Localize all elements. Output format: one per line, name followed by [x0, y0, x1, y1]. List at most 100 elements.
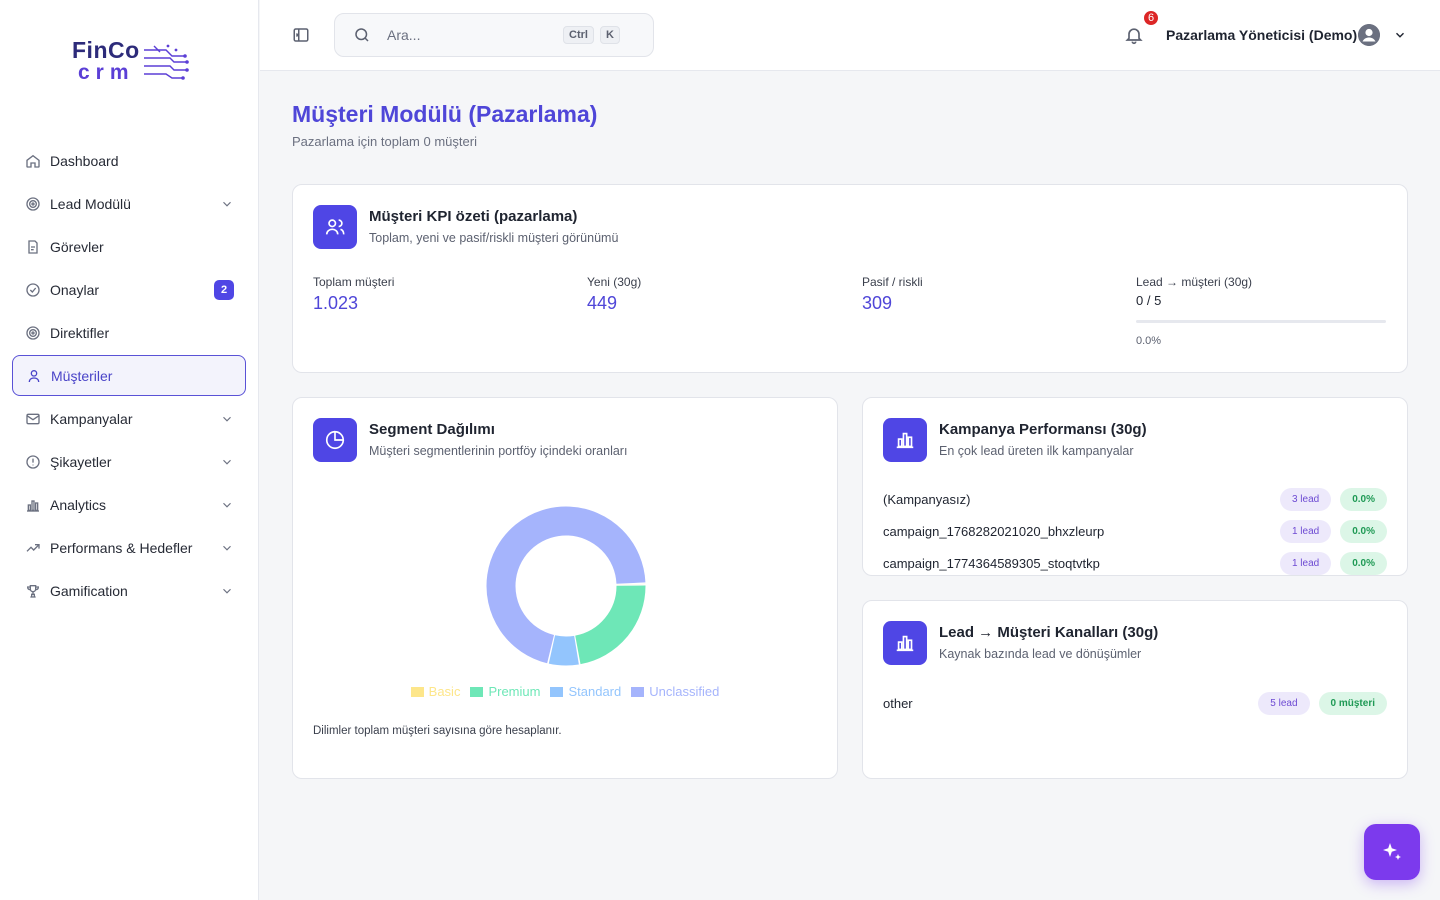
campaign-row[interactable]: campaign_1774364589305_stoqtvtkp 1 lead … — [883, 551, 1387, 575]
sidebar-item-label: Şikayetler — [50, 453, 112, 470]
legend-swatch — [550, 686, 564, 697]
legend-label: Basic — [428, 684, 461, 699]
bar-chart-icon — [883, 418, 927, 462]
sidebar-item-label: Kampanyalar — [50, 410, 133, 427]
ai-assistant-button[interactable] — [1364, 824, 1420, 880]
campaign-name: campaign_1774364589305_stoqtvtkp — [883, 555, 1100, 571]
target-icon — [24, 324, 42, 342]
card-subtitle: Toplam, yeni ve pasif/riskli müşteri gör… — [369, 231, 619, 245]
approvals-count-badge: 2 — [214, 279, 234, 300]
sidebar-item-tasks[interactable]: Görevler — [12, 226, 246, 267]
kpi-value: 449 — [587, 293, 618, 313]
conversion-rate-badge: 0.0% — [1340, 487, 1387, 511]
segment-donut-chart — [486, 506, 646, 666]
page-title: Müşteri Modülü (Pazarlama) — [292, 101, 598, 127]
legend-item-standard[interactable]: Standard — [550, 684, 621, 699]
sidebar-item-campaigns[interactable]: Kampanyalar — [12, 398, 246, 439]
users-icon — [313, 205, 357, 249]
user-icon — [25, 367, 43, 385]
sidebar-item-label: Onaylar — [50, 281, 100, 298]
kpi-summary-card: Müşteri KPI özeti (pazarlama) Toplam, ye… — [292, 184, 1408, 373]
clipboard-icon — [24, 238, 42, 256]
finco-logo[interactable]: FinCo crm — [70, 38, 190, 88]
legend-label: Standard — [568, 684, 622, 699]
notification-count-badge: 6 — [1142, 9, 1160, 27]
lead-channels-card: Lead → Müşteri Kanalları (30g) Kaynak ba… — [862, 600, 1408, 779]
donut-slice-standard[interactable] — [548, 635, 579, 666]
kpi-label: Toplam müşteri — [313, 275, 395, 289]
lead-count-badge: 5 lead — [1258, 691, 1310, 715]
donut-slice-unclassified[interactable] — [486, 506, 646, 664]
lead-count-badge: 3 lead — [1279, 487, 1332, 511]
kpi-label: Pasif / riskli — [862, 275, 923, 289]
campaign-performance-card: Kampanya Performansı (30g) En çok lead ü… — [862, 397, 1408, 576]
shortcut-key-ctrl: Ctrl — [563, 26, 594, 44]
avatar[interactable] — [1358, 24, 1380, 46]
channel-name: other — [883, 695, 913, 711]
page-subtitle: Pazarlama için toplam 0 müşteri — [292, 134, 477, 149]
chevron-down-icon — [223, 201, 231, 207]
user-name[interactable]: Pazarlama Yöneticisi (Demo) — [1166, 27, 1358, 43]
card-title: Müşteri KPI özeti (pazarlama) — [369, 208, 578, 225]
card-subtitle: En çok lead üreten ilk kampanyalar — [939, 444, 1134, 458]
logo-subtext: crm — [78, 61, 135, 84]
sidebar-item-analytics[interactable]: Analytics — [12, 484, 246, 525]
sparkles-icon — [1383, 843, 1401, 860]
shortcut-key-k: K — [599, 26, 620, 44]
legend-item-basic[interactable]: Basic — [410, 684, 461, 699]
sidebar-item-gamification[interactable]: Gamification — [12, 570, 246, 611]
donut-slice-premium[interactable] — [574, 585, 646, 665]
logo-text: FinCo — [72, 37, 140, 63]
bell-icon[interactable] — [1124, 24, 1144, 46]
sidebar-item-dashboard[interactable]: Dashboard — [12, 140, 246, 181]
legend-label: Premium — [488, 684, 541, 699]
sidebar-item-directives[interactable]: Direktifler — [12, 312, 246, 353]
chevron-down-icon[interactable] — [1393, 28, 1407, 42]
sidebar-item-lead-module[interactable]: Lead Modülü — [12, 183, 246, 224]
lead-count-badge: 1 lead — [1279, 519, 1332, 543]
sidebar-item-customers[interactable]: Müşteriler — [12, 355, 246, 396]
search-box[interactable]: Ctrl K — [334, 13, 654, 57]
legend-label: Unclassified — [649, 684, 720, 699]
sidebar-item-label: Performans & Hedefler — [50, 539, 193, 556]
mail-icon — [24, 410, 42, 428]
lead-count-badge: 1 lead — [1279, 551, 1332, 575]
chevron-down-icon — [223, 502, 231, 508]
sidebar-item-label: Müşteriler — [51, 367, 113, 384]
kpi-new: Yeni (30g) 449 — [587, 275, 641, 314]
segment-distribution-card: Segment Dağılımı Müşteri segmentlerinin … — [292, 397, 838, 779]
chevron-down-icon — [223, 588, 231, 594]
kpi-value: 0 / 5 — [1136, 293, 1162, 308]
campaign-row[interactable]: campaign_1768282021020_bhxzleurp 1 lead … — [883, 519, 1387, 543]
alert-circle-icon — [24, 453, 42, 471]
home-icon — [24, 152, 42, 170]
sidebar-item-complaints[interactable]: Şikayetler — [12, 441, 246, 482]
sidebar-toggle-icon[interactable] — [292, 26, 310, 44]
legend-swatch — [470, 686, 484, 697]
topbar: Ctrl K 6 Pazarlama Yöneticisi (Demo) — [260, 0, 1440, 71]
conversion-rate-badge: 0.0% — [1340, 551, 1387, 575]
kpi-label: Yeni (30g) — [587, 275, 642, 289]
sidebar-item-label: Görevler — [50, 238, 104, 255]
campaign-name: campaign_1768282021020_bhxzleurp — [883, 523, 1105, 539]
chart-note: Dilimler toplam müşteri sayısına göre he… — [313, 725, 562, 737]
trending-up-icon — [24, 539, 42, 557]
search-input[interactable] — [387, 27, 557, 43]
legend-item-unclassified[interactable]: Unclassified — [631, 684, 719, 699]
legend-item-premium[interactable]: Premium — [470, 684, 540, 699]
kpi-value: 1.023 — [313, 293, 359, 313]
channel-row[interactable]: other 5 lead 0 müşteri — [883, 691, 1387, 715]
chevron-down-icon — [223, 459, 231, 465]
sidebar-item-label: Analytics — [50, 496, 107, 513]
legend-swatch — [631, 686, 645, 697]
campaign-row[interactable]: (Kampanyasız) 3 lead 0.0% — [883, 487, 1387, 511]
sidebar-nav: Dashboard Lead Modülü Görevler Onaylar 2 — [12, 140, 246, 613]
search-icon — [355, 28, 369, 42]
card-title: Lead → Müşteri Kanalları (30g) — [939, 624, 1159, 641]
conversion-percent: 0.0% — [1136, 335, 1162, 347]
kpi-passive: Pasif / riskli 309 — [862, 275, 923, 314]
sidebar-item-approvals[interactable]: Onaylar 2 — [12, 269, 246, 310]
sidebar-item-performance[interactable]: Performans & Hedefler — [12, 527, 246, 568]
chart-legend: Basic Premium Standard Unclassified — [293, 684, 837, 699]
kpi-value: 309 — [862, 293, 893, 313]
